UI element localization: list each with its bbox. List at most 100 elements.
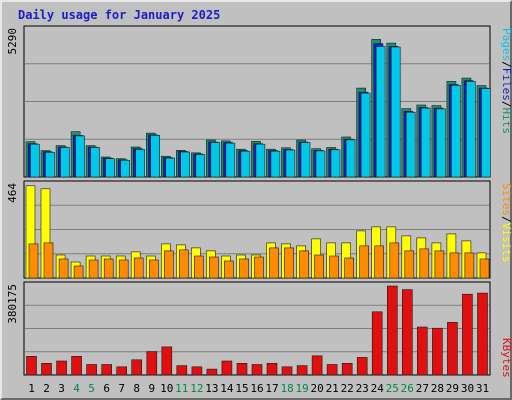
bar-kbytes-day-27 <box>416 326 428 376</box>
bar-pages-day-26 <box>405 112 416 178</box>
x-label-day-28: 28 <box>431 382 444 395</box>
bar-kbytes-day-3 <box>56 360 67 376</box>
bar-kbytes-day-19 <box>296 365 308 376</box>
bar-sites-day-12 <box>194 255 204 279</box>
bar-sites-day-20 <box>314 254 324 279</box>
bar-kbytes-day-17 <box>266 362 278 376</box>
x-label-day-8: 8 <box>133 382 140 395</box>
x-label-day-14: 14 <box>220 382 234 395</box>
chart-title: Daily usage for January 2025 <box>18 8 220 22</box>
bar-pages-day-19 <box>300 142 311 178</box>
bar-kbytes-day-23 <box>356 357 368 376</box>
x-label-day-24: 24 <box>371 382 385 395</box>
bar-pages-day-15 <box>240 150 251 178</box>
bar-sites-day-18 <box>284 247 294 279</box>
bar-kbytes-day-13 <box>206 368 218 376</box>
x-label-day-20: 20 <box>310 382 323 395</box>
bar-pages-day-6 <box>105 158 115 178</box>
bar-pages-day-16 <box>255 143 266 178</box>
bar-kbytes-day-7 <box>116 366 127 376</box>
bar-pages-day-7 <box>120 160 130 178</box>
x-label-day-7: 7 <box>118 382 125 395</box>
legend-item: Hits <box>500 108 512 135</box>
legend-item: Pages <box>500 28 512 61</box>
legend-visits-sites: Sites/Visits <box>500 183 512 263</box>
bar-sites-day-27 <box>419 248 430 279</box>
bar-sites-day-15 <box>239 258 249 279</box>
bar-pages-day-23 <box>360 92 371 178</box>
bar-pages-day-20 <box>315 150 326 178</box>
x-label-day-21: 21 <box>326 382 339 395</box>
bar-pages-day-21 <box>330 149 341 178</box>
legend-item: Files <box>500 68 512 101</box>
legend-kbytes: KBytes <box>500 338 512 378</box>
bar-kbytes-day-31 <box>477 292 488 376</box>
bar-sites-day-17 <box>269 247 279 279</box>
bar-kbytes-day-2 <box>41 362 52 376</box>
bar-pages-day-1 <box>30 143 40 178</box>
legend-item: / <box>500 216 512 223</box>
panel-kbytes: 380175 KBytes <box>6 281 512 378</box>
bar-kbytes-day-22 <box>341 362 353 376</box>
bar-sites-day-25 <box>389 242 400 279</box>
legend-item: KBytes <box>500 338 512 378</box>
bar-kbytes-day-9 <box>146 351 158 376</box>
bar-pages-day-27 <box>420 107 431 178</box>
x-label-day-4: 4 <box>73 382 80 395</box>
x-label-day-25: 25 <box>386 382 399 395</box>
x-label-day-30: 30 <box>461 382 474 395</box>
bar-sites-day-30 <box>464 252 475 279</box>
x-label-day-9: 9 <box>148 382 155 395</box>
x-label-day-26: 26 <box>401 382 414 395</box>
bar-pages-day-13 <box>210 142 221 178</box>
bar-kbytes-day-8 <box>131 359 142 376</box>
bar-pages-day-10 <box>165 157 175 178</box>
bar-kbytes-day-6 <box>101 364 112 376</box>
bar-pages-day-17 <box>270 150 281 178</box>
x-label-day-23: 23 <box>356 382 369 395</box>
bar-pages-day-5 <box>90 147 100 178</box>
bar-sites-day-24 <box>374 245 385 279</box>
x-label-day-17: 17 <box>265 382 278 395</box>
bar-kbytes-day-12 <box>191 366 203 376</box>
bar-pages-day-25 <box>390 46 401 178</box>
bar-pages-day-2 <box>45 152 55 178</box>
y-max-label: 464 <box>6 183 19 203</box>
bar-kbytes-day-4 <box>71 355 82 376</box>
legend-item: / <box>500 61 512 68</box>
x-label-day-6: 6 <box>103 382 110 395</box>
bar-kbytes-day-28 <box>432 327 443 376</box>
bar-pages-day-29 <box>450 85 461 178</box>
x-label-day-1: 1 <box>28 382 35 395</box>
bar-pages-day-22 <box>345 139 356 178</box>
x-label-day-15: 15 <box>235 382 248 395</box>
bar-sites-day-11 <box>179 249 189 279</box>
y-max-label: 5290 <box>6 28 19 55</box>
bar-sites-day-13 <box>209 256 219 279</box>
bar-kbytes-day-25 <box>386 285 398 376</box>
bar-sites-day-10 <box>164 250 174 279</box>
bar-sites-day-4 <box>73 265 84 279</box>
bar-pages-day-18 <box>285 149 296 178</box>
bar-kbytes-day-21 <box>326 364 338 376</box>
x-label-day-11: 11 <box>175 382 188 395</box>
legend-item: / <box>500 101 512 108</box>
panel-hits-files-pages: 5290 Pages/Files/Hits <box>6 25 512 178</box>
bar-kbytes-day-1 <box>26 355 37 376</box>
bar-sites-day-23 <box>359 245 370 279</box>
bar-sites-day-19 <box>299 250 309 279</box>
bar-sites-day-31 <box>479 258 490 279</box>
x-label-day-27: 27 <box>416 382 429 395</box>
x-label-day-12: 12 <box>190 382 203 395</box>
x-label-day-10: 10 <box>160 382 173 395</box>
x-label-day-3: 3 <box>58 382 65 395</box>
bar-sites-day-26 <box>404 250 415 279</box>
bar-kbytes-day-29 <box>447 321 458 376</box>
x-label-day-5: 5 <box>88 382 95 395</box>
bar-kbytes-day-30 <box>462 293 473 376</box>
bar-kbytes-day-20 <box>311 355 323 376</box>
bar-sites-day-21 <box>329 255 339 279</box>
x-axis-labels: 1 2 3 4 5 6 7 8 9 10 11 12 13 14 15 16 17 18 19 20 21 22 23 24 2… <box>28 382 489 395</box>
bar-pages-day-4 <box>75 135 85 178</box>
